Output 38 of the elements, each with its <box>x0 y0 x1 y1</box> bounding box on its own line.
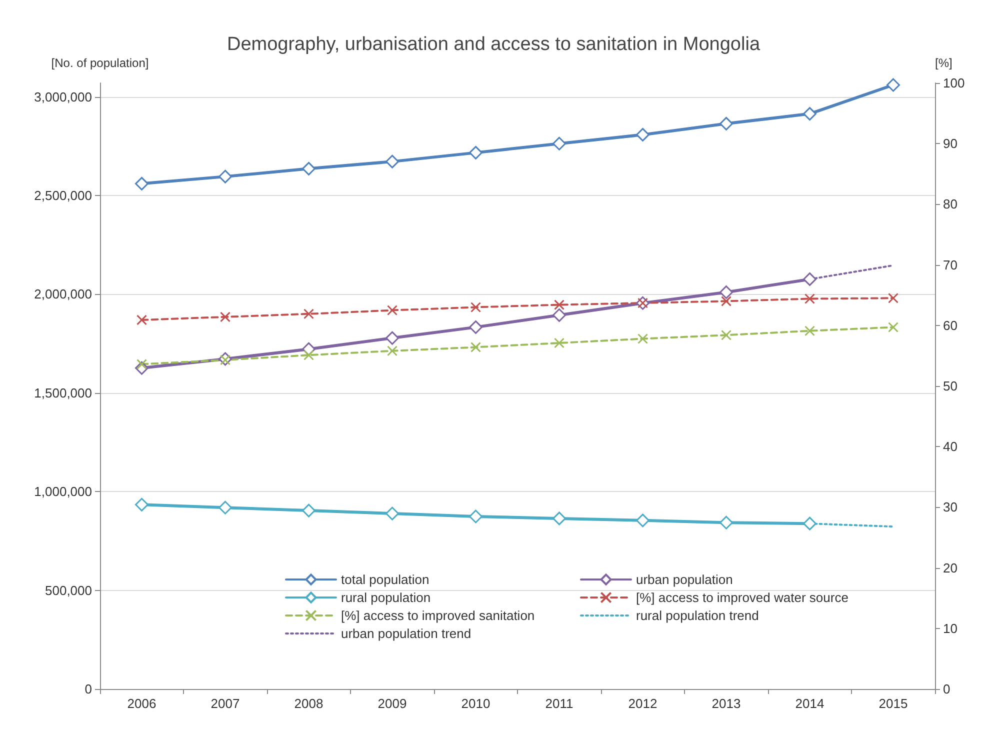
x-tick-label: 2010 <box>461 696 490 711</box>
legend-label: urban population trend <box>341 626 472 641</box>
x-tick-label: 2008 <box>294 696 324 711</box>
y-tick-label: 2,000,000 <box>34 286 92 302</box>
y-tick-label: 2,500,000 <box>34 188 92 204</box>
y2-tick-label: 70 <box>943 257 958 272</box>
legend-label: [%] access to improved sanitation <box>341 608 535 623</box>
y2-tick-label: 60 <box>943 318 958 333</box>
x-tick-label: 2007 <box>210 696 240 711</box>
chart-title: Demography, urbanisation and access to sanitation in Mongolia <box>226 34 760 55</box>
x-tick-label: 2012 <box>628 696 658 711</box>
y-tick-label: 3,000,000 <box>34 89 92 104</box>
x-tick-label: 2013 <box>712 696 741 711</box>
legend-label: rural population <box>341 590 431 605</box>
y2-tick-label: 90 <box>943 136 958 152</box>
x-tick-label: 2015 <box>878 696 908 711</box>
legend-label: urban population <box>636 572 733 587</box>
y2-tick-label: 0 <box>943 682 950 696</box>
y-tick-label: 0 <box>84 682 92 696</box>
legend-label: [%] access to improved water source <box>636 590 848 605</box>
x-tick-label: 2014 <box>795 696 824 711</box>
y-tick-label: 1,500,000 <box>34 385 92 400</box>
y2-axis-title: [%] <box>935 56 952 70</box>
y-tick-label: 1,000,000 <box>34 484 92 500</box>
y2-tick-label: 30 <box>943 500 958 515</box>
y2-tick-label: 100 <box>943 76 965 90</box>
y2-tick-label: 80 <box>943 196 958 212</box>
y2-tick-label: 50 <box>943 378 958 394</box>
y-axis-title: [No. of population] <box>51 56 149 70</box>
y2-tick-label: 20 <box>943 560 958 576</box>
y-tick-label: 500,000 <box>45 582 92 598</box>
x-tick-label: 2009 <box>378 696 407 711</box>
legend-label: total population <box>341 572 430 587</box>
y2-tick-label: 10 <box>943 620 958 636</box>
y2-tick-label: 40 <box>943 439 958 454</box>
x-tick-label: 2011 <box>545 696 574 711</box>
x-tick-label: 2006 <box>127 696 156 711</box>
legend-label: rural population trend <box>636 608 759 623</box>
